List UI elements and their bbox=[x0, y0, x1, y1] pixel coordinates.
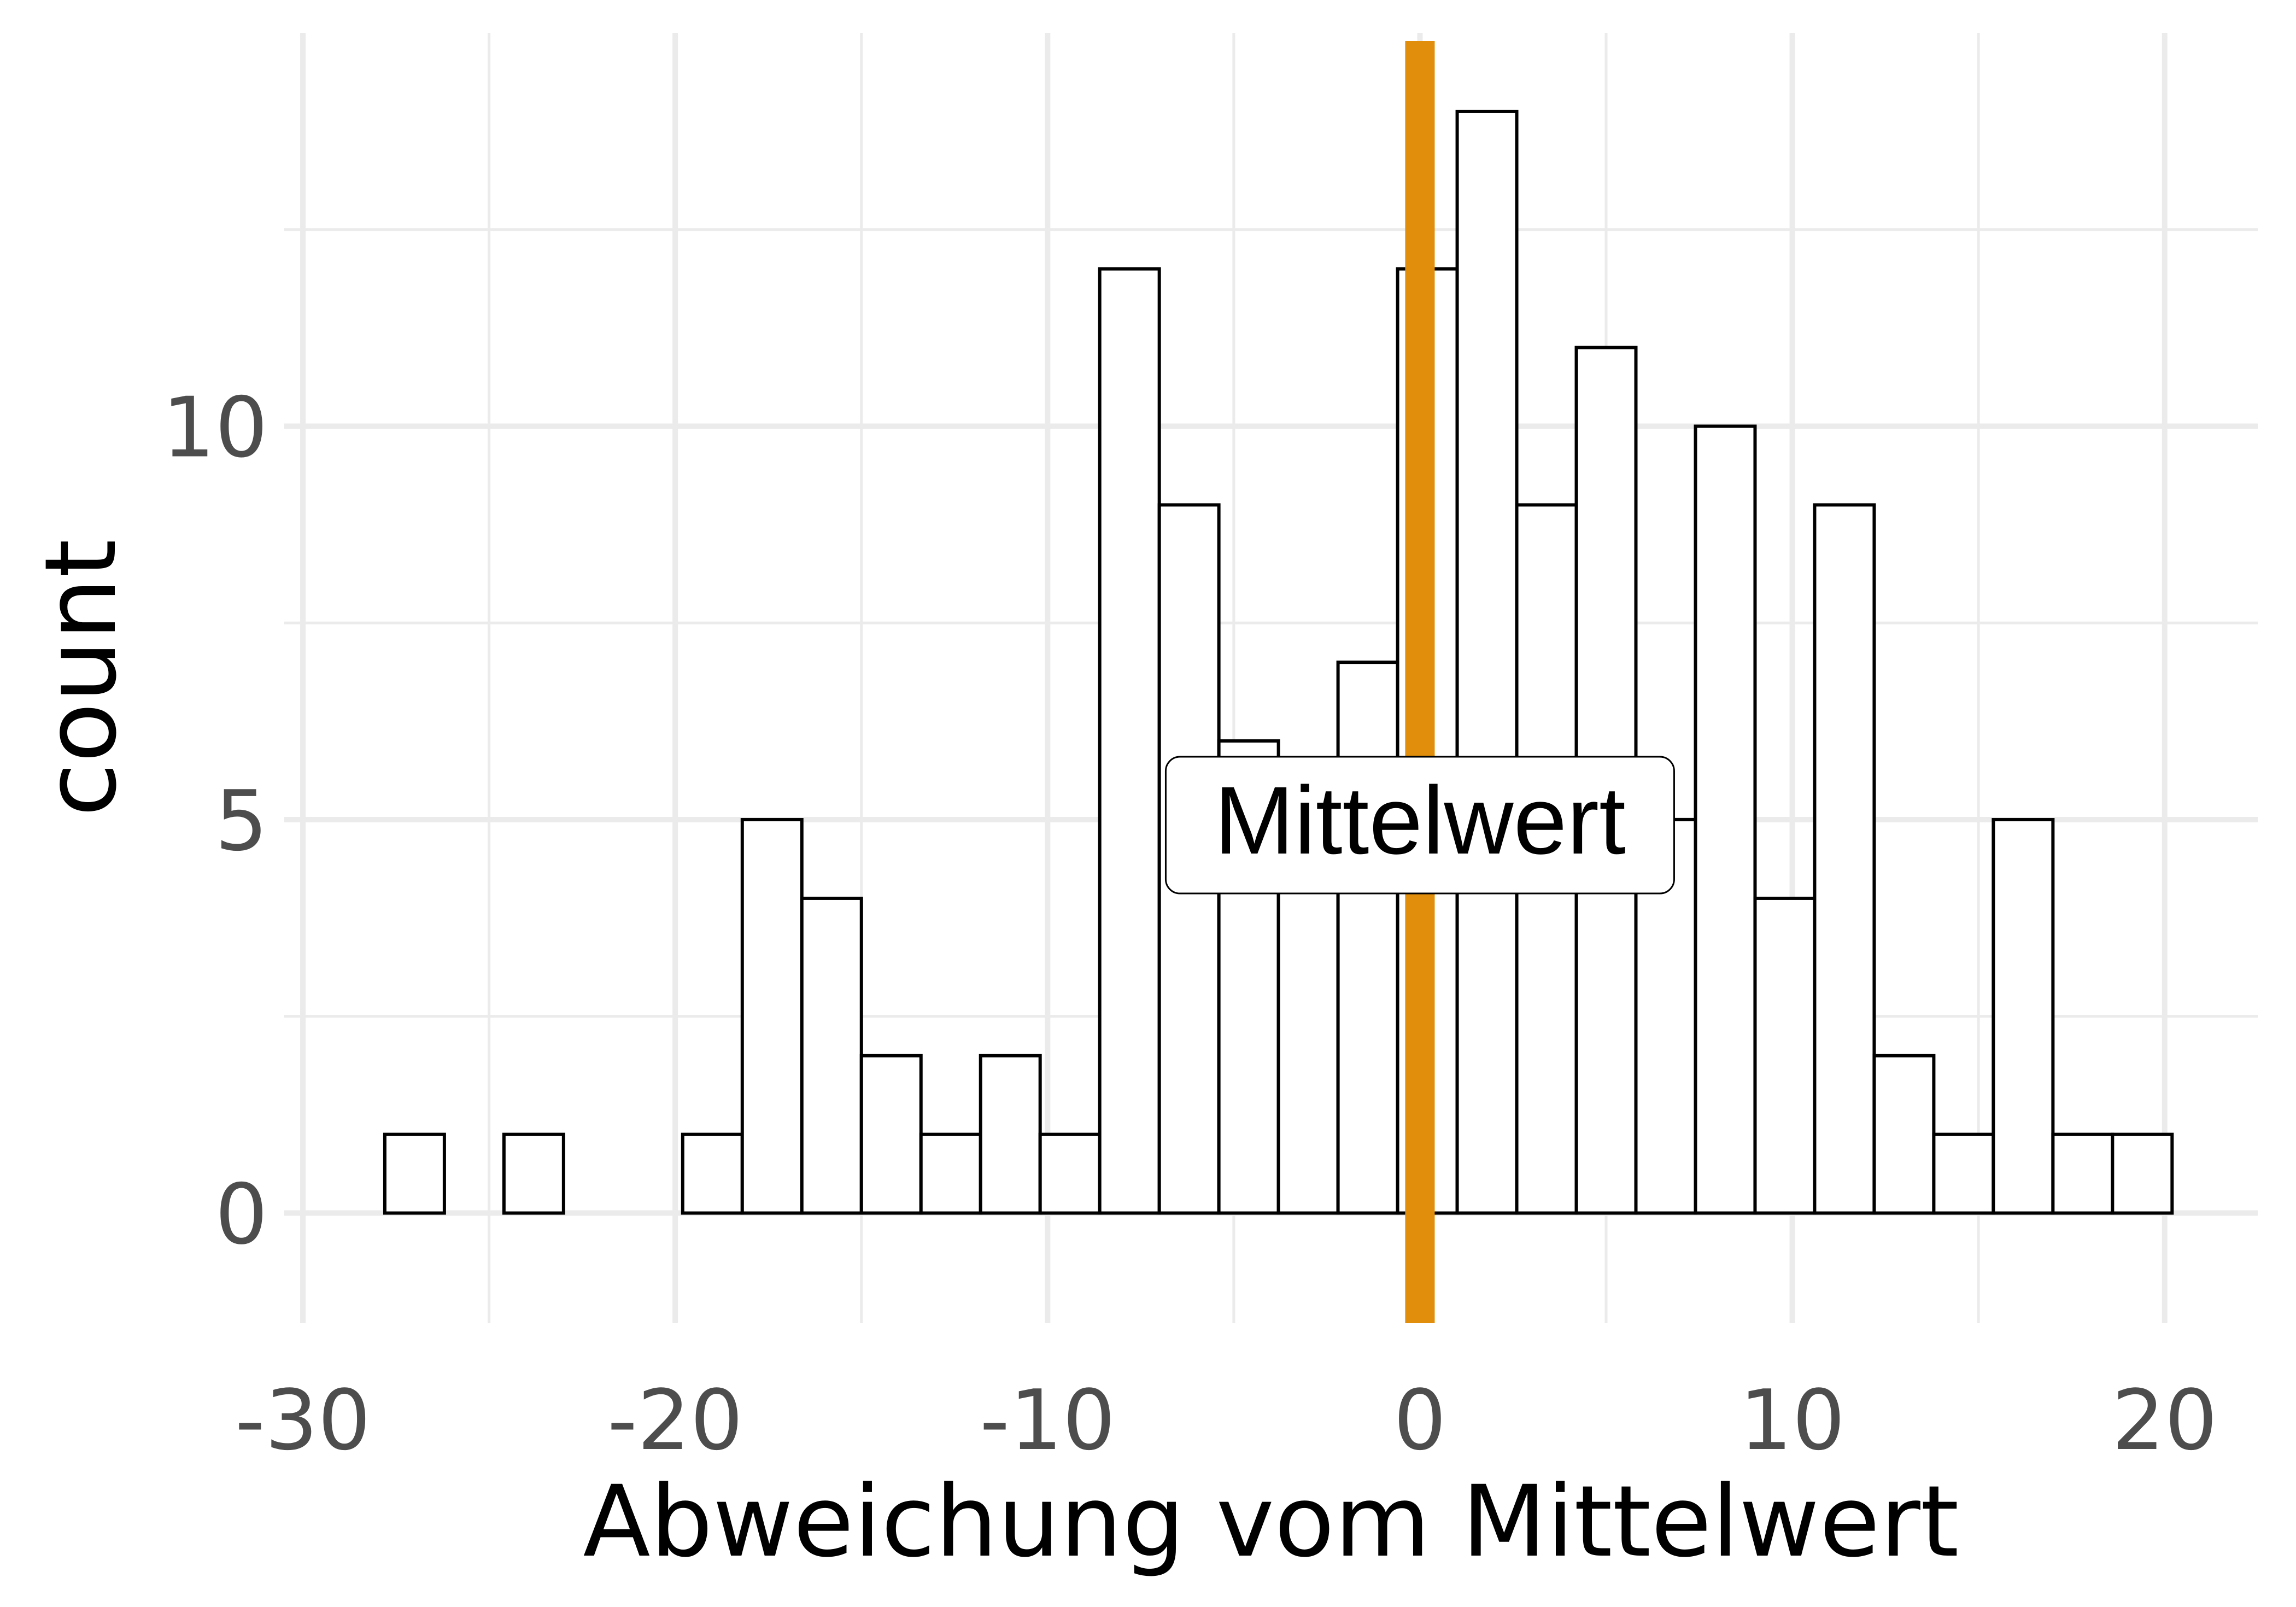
x-tick-label: -30 bbox=[235, 1372, 371, 1469]
histogram-bar bbox=[2111, 1132, 2174, 1215]
histogram-bar bbox=[1098, 267, 1161, 1215]
histogram-bar bbox=[681, 1132, 744, 1215]
y-tick-label: 5 bbox=[215, 773, 268, 869]
x-axis-title: Abweichung vom Mittelwert bbox=[583, 1465, 1959, 1579]
histogram-bar bbox=[1336, 661, 1399, 1215]
histogram-bar bbox=[1694, 424, 1757, 1215]
histogram-bar bbox=[1992, 818, 2055, 1215]
histogram-bar bbox=[800, 896, 863, 1215]
x-tick-label: -20 bbox=[607, 1372, 743, 1469]
histogram-bar bbox=[502, 1132, 565, 1215]
histogram-bar bbox=[859, 1054, 923, 1215]
histogram-bar bbox=[383, 1132, 446, 1215]
histogram-bar bbox=[1038, 1132, 1102, 1215]
x-tick-label: 20 bbox=[2112, 1372, 2217, 1469]
x-tick-label: 10 bbox=[1739, 1372, 1845, 1469]
histogram-bar bbox=[1455, 109, 1519, 1215]
histogram-bar bbox=[2051, 1132, 2115, 1215]
y-tick-label: 0 bbox=[215, 1166, 268, 1263]
axis-ticks: -30 -20 -10 0 10 20 0 5 10 bbox=[162, 379, 2218, 1469]
histogram-bar bbox=[1813, 503, 1876, 1215]
x-tick-label: -10 bbox=[980, 1372, 1115, 1469]
mean-annotation: Mittelwert bbox=[1164, 756, 1675, 895]
histogram-bar bbox=[1872, 1054, 1936, 1215]
histogram-bar bbox=[1932, 1132, 1995, 1215]
annotation-label-box bbox=[1164, 756, 1675, 895]
histogram-bar bbox=[979, 1054, 1042, 1215]
y-axis-title: count bbox=[24, 539, 138, 817]
histogram-bar bbox=[919, 1132, 982, 1215]
histogram-bar bbox=[1753, 896, 1817, 1215]
x-tick-label: 0 bbox=[1393, 1372, 1446, 1469]
histogram-bars bbox=[383, 109, 2174, 1215]
histogram-bar bbox=[740, 818, 804, 1215]
y-tick-label: 10 bbox=[162, 379, 268, 476]
annotation-label: Mittelwert bbox=[1214, 767, 1626, 874]
